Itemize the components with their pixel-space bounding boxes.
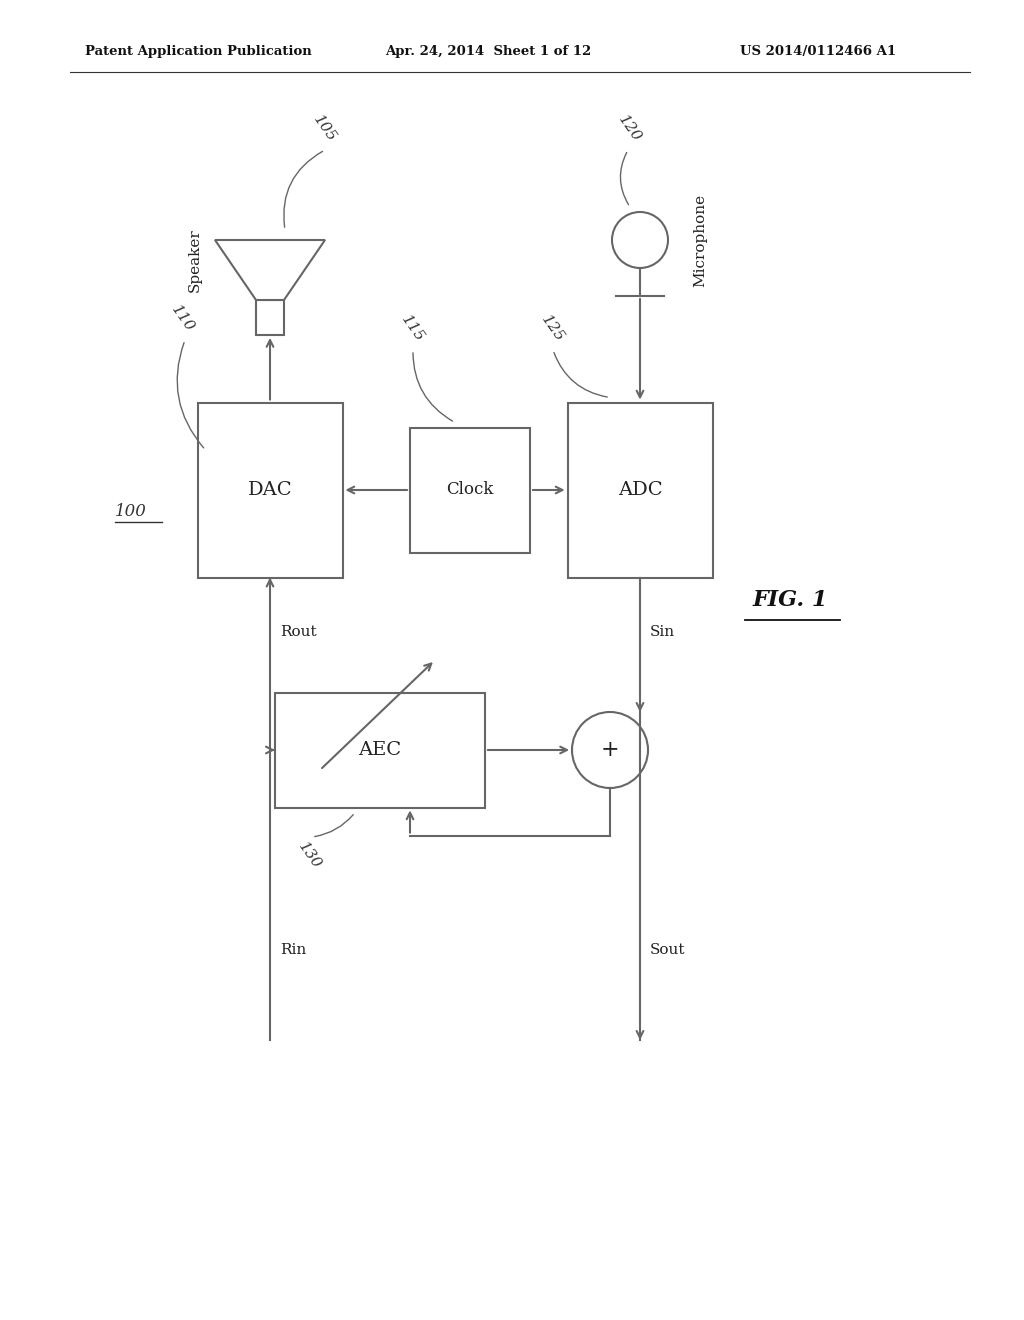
Text: 130: 130 [295,840,324,873]
Text: 110: 110 [168,304,197,335]
Text: 115: 115 [398,313,426,345]
Polygon shape [215,240,325,300]
Text: Sin: Sin [650,626,675,639]
Text: AEC: AEC [358,741,401,759]
Text: 120: 120 [615,114,643,145]
Polygon shape [256,300,284,335]
Text: Speaker: Speaker [188,228,202,292]
Text: US 2014/0112466 A1: US 2014/0112466 A1 [740,45,896,58]
Text: Rout: Rout [280,626,316,639]
Text: Microphone: Microphone [693,194,707,286]
Text: 125: 125 [538,313,566,345]
Text: Apr. 24, 2014  Sheet 1 of 12: Apr. 24, 2014 Sheet 1 of 12 [385,45,591,58]
Bar [198,403,342,578]
Text: 100: 100 [115,503,146,520]
Circle shape [612,213,668,268]
Text: Rin: Rin [280,942,306,957]
Text: 105: 105 [310,114,338,145]
Bar [410,428,530,553]
Bar [275,693,485,808]
Text: Sout: Sout [650,942,685,957]
Text: Patent Application Publication: Patent Application Publication [85,45,311,58]
Text: +: + [601,739,620,762]
Ellipse shape [572,711,648,788]
Text: Clock: Clock [446,482,494,499]
Text: ADC: ADC [617,480,663,499]
Bar [567,403,713,578]
Text: FIG. 1: FIG. 1 [753,589,827,611]
Text: DAC: DAC [248,480,292,499]
